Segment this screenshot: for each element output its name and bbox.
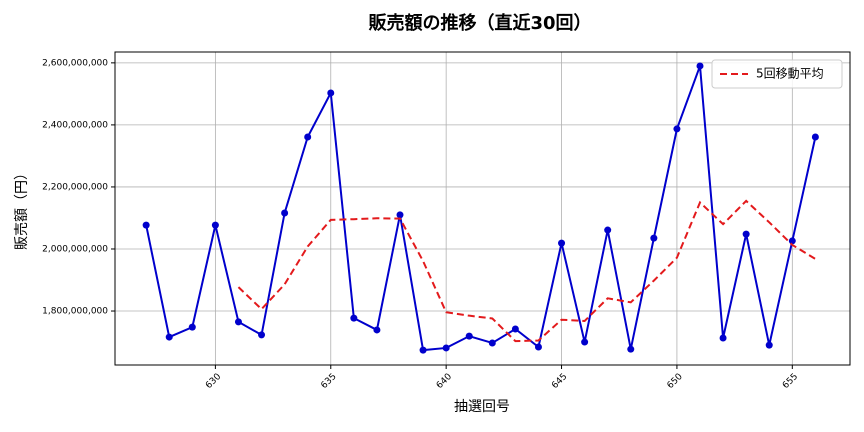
point	[142, 221, 150, 229]
point	[558, 239, 566, 247]
x-tick-label: 655	[781, 372, 800, 391]
chart-title: 販売額の推移（直近30回）	[368, 12, 591, 34]
point	[234, 318, 242, 326]
point	[419, 346, 427, 354]
series-line	[145, 65, 817, 352]
point	[650, 234, 658, 242]
plot-frame	[114, 51, 851, 366]
y-tick-label: 2,200,000,000	[42, 182, 108, 192]
point	[327, 89, 335, 97]
point	[281, 209, 289, 217]
y-tick-label: 1,800,000,000	[42, 307, 108, 317]
point	[396, 211, 404, 219]
x-tick-label: 650	[666, 372, 685, 391]
y-tick-label: 2,400,000,000	[42, 120, 108, 130]
point	[442, 344, 450, 352]
point	[581, 338, 589, 346]
y-tick-label: 2,000,000,000	[42, 244, 108, 254]
point	[811, 133, 819, 141]
point	[488, 339, 496, 347]
x-axis-label: 抽選回号	[454, 399, 510, 415]
point	[165, 333, 173, 341]
series-line	[237, 199, 816, 343]
y-axis-label: 販売額（円）	[14, 166, 30, 250]
point	[534, 343, 542, 351]
point	[373, 326, 381, 334]
point	[465, 332, 473, 340]
point	[673, 125, 681, 133]
point	[511, 325, 519, 333]
point	[604, 226, 612, 234]
y-tick-label: 2,600,000,000	[42, 58, 108, 68]
point	[211, 221, 219, 229]
legend-box	[711, 59, 843, 89]
point	[258, 331, 266, 339]
x-tick-label: 645	[550, 372, 569, 391]
point	[188, 323, 196, 331]
x-tick-label: 635	[319, 372, 338, 391]
point	[788, 237, 796, 245]
point	[350, 314, 358, 322]
point	[696, 62, 704, 70]
point	[765, 341, 773, 349]
x-tick-label: 640	[435, 372, 454, 391]
legend-label: 5回移動平均	[756, 67, 824, 81]
point	[304, 133, 312, 141]
point	[719, 334, 727, 342]
x-tick-label: 630	[204, 372, 223, 391]
point	[627, 345, 635, 353]
point	[742, 230, 750, 238]
